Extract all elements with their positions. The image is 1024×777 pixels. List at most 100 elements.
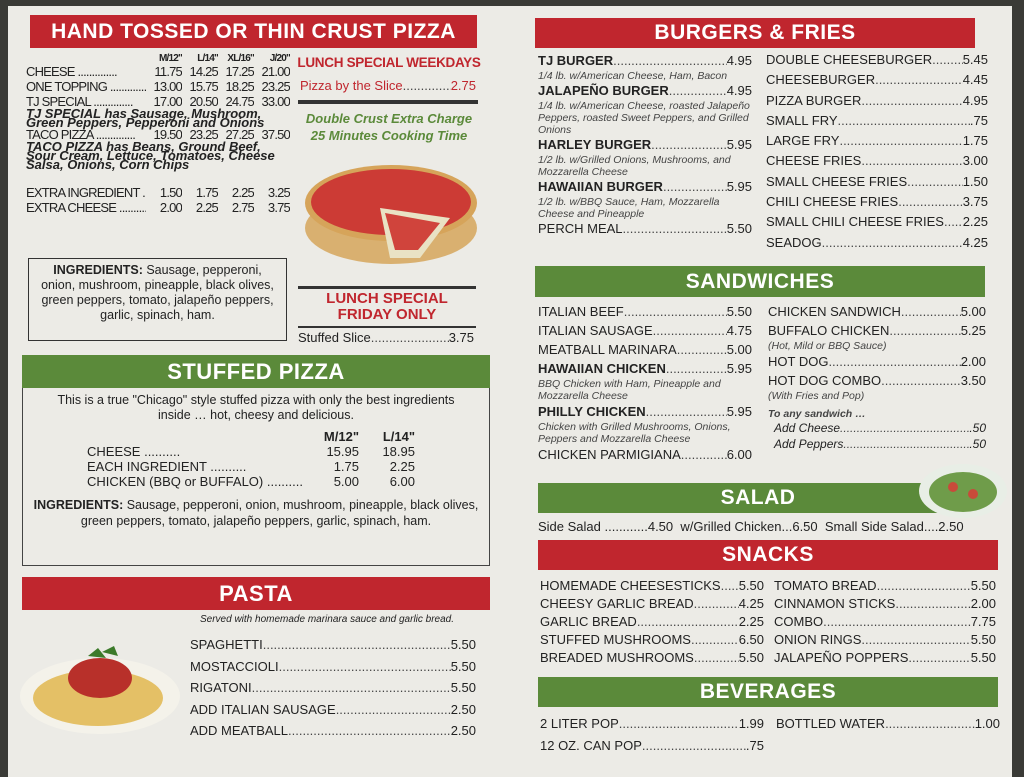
leader-dots bbox=[822, 233, 963, 253]
spaghetti-image bbox=[20, 646, 180, 734]
menu-item: BOTTLED WATER 1.00 bbox=[776, 713, 1000, 735]
salad-prices: Side Salad ............4.50 w/Grilled Ch… bbox=[538, 519, 964, 534]
stuffed-row: EACH INGREDIENT .......... 1.75 2.25 bbox=[85, 459, 417, 474]
leader-dots bbox=[907, 172, 963, 192]
item-name: EXTRA CHEESE bbox=[26, 200, 117, 215]
item-name: CHICKEN (BBQ or BUFFALO) bbox=[87, 474, 264, 489]
leader-dots bbox=[637, 613, 739, 631]
item-name: JALAPEÑO BURGER bbox=[538, 83, 669, 98]
menu-item: 2 LITER POP 1.99 bbox=[540, 713, 764, 735]
menu-item: TOMATO BREAD 5.50 bbox=[774, 577, 996, 595]
item-description: BBQ Chicken with Ham, Pineapple and Mozz… bbox=[538, 378, 721, 402]
pizza-header: HAND TOSSED OR THIN CRUST PIZZA bbox=[30, 15, 477, 48]
item-name: ONION RINGS bbox=[774, 632, 862, 647]
item-price: 37.50 bbox=[261, 127, 290, 142]
item-price: 2.00 bbox=[159, 200, 182, 215]
menu-item: CHICKEN SANDWICH 5.00 bbox=[768, 302, 986, 321]
item-name: 2 LITER POP bbox=[540, 716, 619, 731]
menu-item: HAWAIIAN BURGER 5.95 bbox=[538, 178, 752, 196]
item-name: CHICKEN PARMIGIANA bbox=[538, 447, 681, 462]
item-price: 19.50 bbox=[153, 127, 182, 142]
item-price: 17.25 bbox=[225, 64, 254, 79]
item-price: 23.25 bbox=[189, 127, 218, 142]
item-name: CHEESE bbox=[87, 444, 141, 459]
snacks-header: SNACKS bbox=[538, 540, 998, 570]
menu-item: DOUBLE CHEESEBURGER 5.45 bbox=[766, 50, 988, 70]
leader-dots: .......... bbox=[140, 444, 181, 459]
leader-dots bbox=[895, 595, 970, 613]
size-header-row: M/12" L/14" bbox=[85, 429, 417, 444]
divider bbox=[298, 326, 476, 328]
leader-dots bbox=[901, 302, 961, 321]
pizza-name: EXTRA CHEESE .............. bbox=[26, 200, 146, 215]
item-price: 4.45 bbox=[962, 72, 988, 88]
item-price: 2.75 bbox=[231, 200, 254, 215]
item-price: 14.25 bbox=[189, 64, 218, 79]
item-price: 17.00 bbox=[153, 94, 182, 109]
item-description: 1/4 lb. w/American Cheese, Ham, Bacon bbox=[538, 70, 728, 82]
item-name: LARGE FRY bbox=[766, 133, 840, 149]
menu-item: COMBO 7.75 bbox=[774, 613, 996, 631]
beverages-header: BEVERAGES bbox=[538, 677, 998, 707]
item-name: CHEESY GARLIC BREAD bbox=[540, 596, 694, 611]
item-price: 7.75 bbox=[970, 614, 996, 629]
item-price: 15.75 bbox=[189, 79, 218, 94]
item-price: 21.00 bbox=[261, 64, 290, 79]
size-label: M/12" bbox=[159, 53, 182, 64]
leader-dots bbox=[843, 436, 969, 452]
leader-dots: .............. bbox=[118, 200, 146, 215]
menu-item: PHILLY CHICKEN 5.95 bbox=[538, 402, 752, 421]
item-name: CHEESE bbox=[26, 64, 75, 79]
item-price: 3.50 bbox=[960, 373, 986, 388]
leader-dots bbox=[932, 50, 963, 70]
menu-item: CHEESEBURGER 4.45 bbox=[766, 70, 988, 90]
item-price: 5.50 bbox=[970, 578, 996, 593]
item-name: HARLEY BURGER bbox=[538, 137, 652, 152]
leader-dots bbox=[881, 371, 961, 390]
stuffed-pizza-header: STUFFED PIZZA bbox=[22, 355, 490, 388]
pasta-note: Served with homemade marinara sauce and … bbox=[200, 614, 455, 625]
leader-dots bbox=[861, 151, 962, 171]
leader-dots bbox=[877, 577, 971, 595]
stuffed-price-table: M/12" L/14" CHEESE .......... 15.95 18.95 EAC… bbox=[85, 429, 417, 489]
pizza-row: TJ SPECIAL .............. 17.00 20.50 24.75… bbox=[26, 94, 290, 109]
item-name: HOT DOG COMBO bbox=[768, 373, 882, 388]
item-price: 23.25 bbox=[261, 79, 290, 94]
item-price: .75 bbox=[969, 112, 988, 128]
pizza-price-table: M/12" L/14" XL/16" J/20" CHEESE ............… bbox=[26, 53, 290, 215]
stuffed-row: CHEESE .......... 15.95 18.95 bbox=[85, 444, 417, 459]
leader-dots: .............. bbox=[90, 94, 133, 109]
menu-item: GARLIC BREAD 2.25 bbox=[540, 613, 764, 631]
ingredients-label: INGREDIENTS: bbox=[53, 263, 143, 277]
item-price: 5.50 bbox=[738, 650, 764, 665]
sandwiches-right-list: CHICKEN SANDWICH 5.00 BUFFALO CHICKEN 5.25 (… bbox=[768, 302, 986, 452]
stuffed-slice-item: Stuffed Slice 3.75 bbox=[298, 329, 474, 347]
item-price: .75 bbox=[745, 738, 764, 753]
menu-item: HARLEY BURGER 5.95 bbox=[538, 136, 752, 154]
item-price: 2.00 bbox=[960, 354, 986, 369]
menu-item: CHICKEN PARMIGIANA 6.00 bbox=[538, 445, 752, 464]
item-name: COMBO bbox=[774, 614, 824, 629]
item-price: 5.95 bbox=[726, 179, 752, 194]
menu-item: Add Peppers .50 bbox=[774, 436, 986, 452]
salad-image bbox=[919, 464, 1007, 518]
item-price: 24.75 bbox=[225, 94, 254, 109]
item-name: EACH INGREDIENT bbox=[87, 459, 207, 474]
item-price: 5.95 bbox=[726, 137, 752, 152]
item-name: SMALL CHEESE FRIES bbox=[766, 173, 908, 189]
leader-dots: .............. bbox=[107, 79, 146, 94]
snacks-left-list: HOMEMADE CHEESESTICKS 5.50 CHEESY GARLIC B… bbox=[540, 577, 764, 667]
item-name: CHEESEBURGER bbox=[766, 72, 876, 88]
item-name: JALAPEÑO POPPERS bbox=[774, 650, 909, 665]
item-name: ITALIAN BEEF bbox=[538, 304, 624, 319]
double-crust-line1: Double Crust Extra Charge bbox=[305, 111, 473, 126]
item-price: 11.75 bbox=[154, 64, 182, 79]
addons-list: Add Cheese .50 Add Peppers .50 bbox=[768, 420, 986, 452]
item-name: SEADOG bbox=[766, 234, 822, 250]
leader-dots bbox=[889, 321, 960, 340]
menu-item: HOT DOG COMBO 3.50 bbox=[768, 371, 986, 390]
item-name: CHICKEN SANDWICH bbox=[768, 304, 901, 319]
ingredients-text: Sausage, pepperoni, onion, mushroom, pin… bbox=[80, 498, 479, 528]
item-name: CHEESE FRIES bbox=[766, 153, 862, 169]
stuffed-intro: This is a true "Chicago" style stuffed p… bbox=[57, 393, 455, 422]
